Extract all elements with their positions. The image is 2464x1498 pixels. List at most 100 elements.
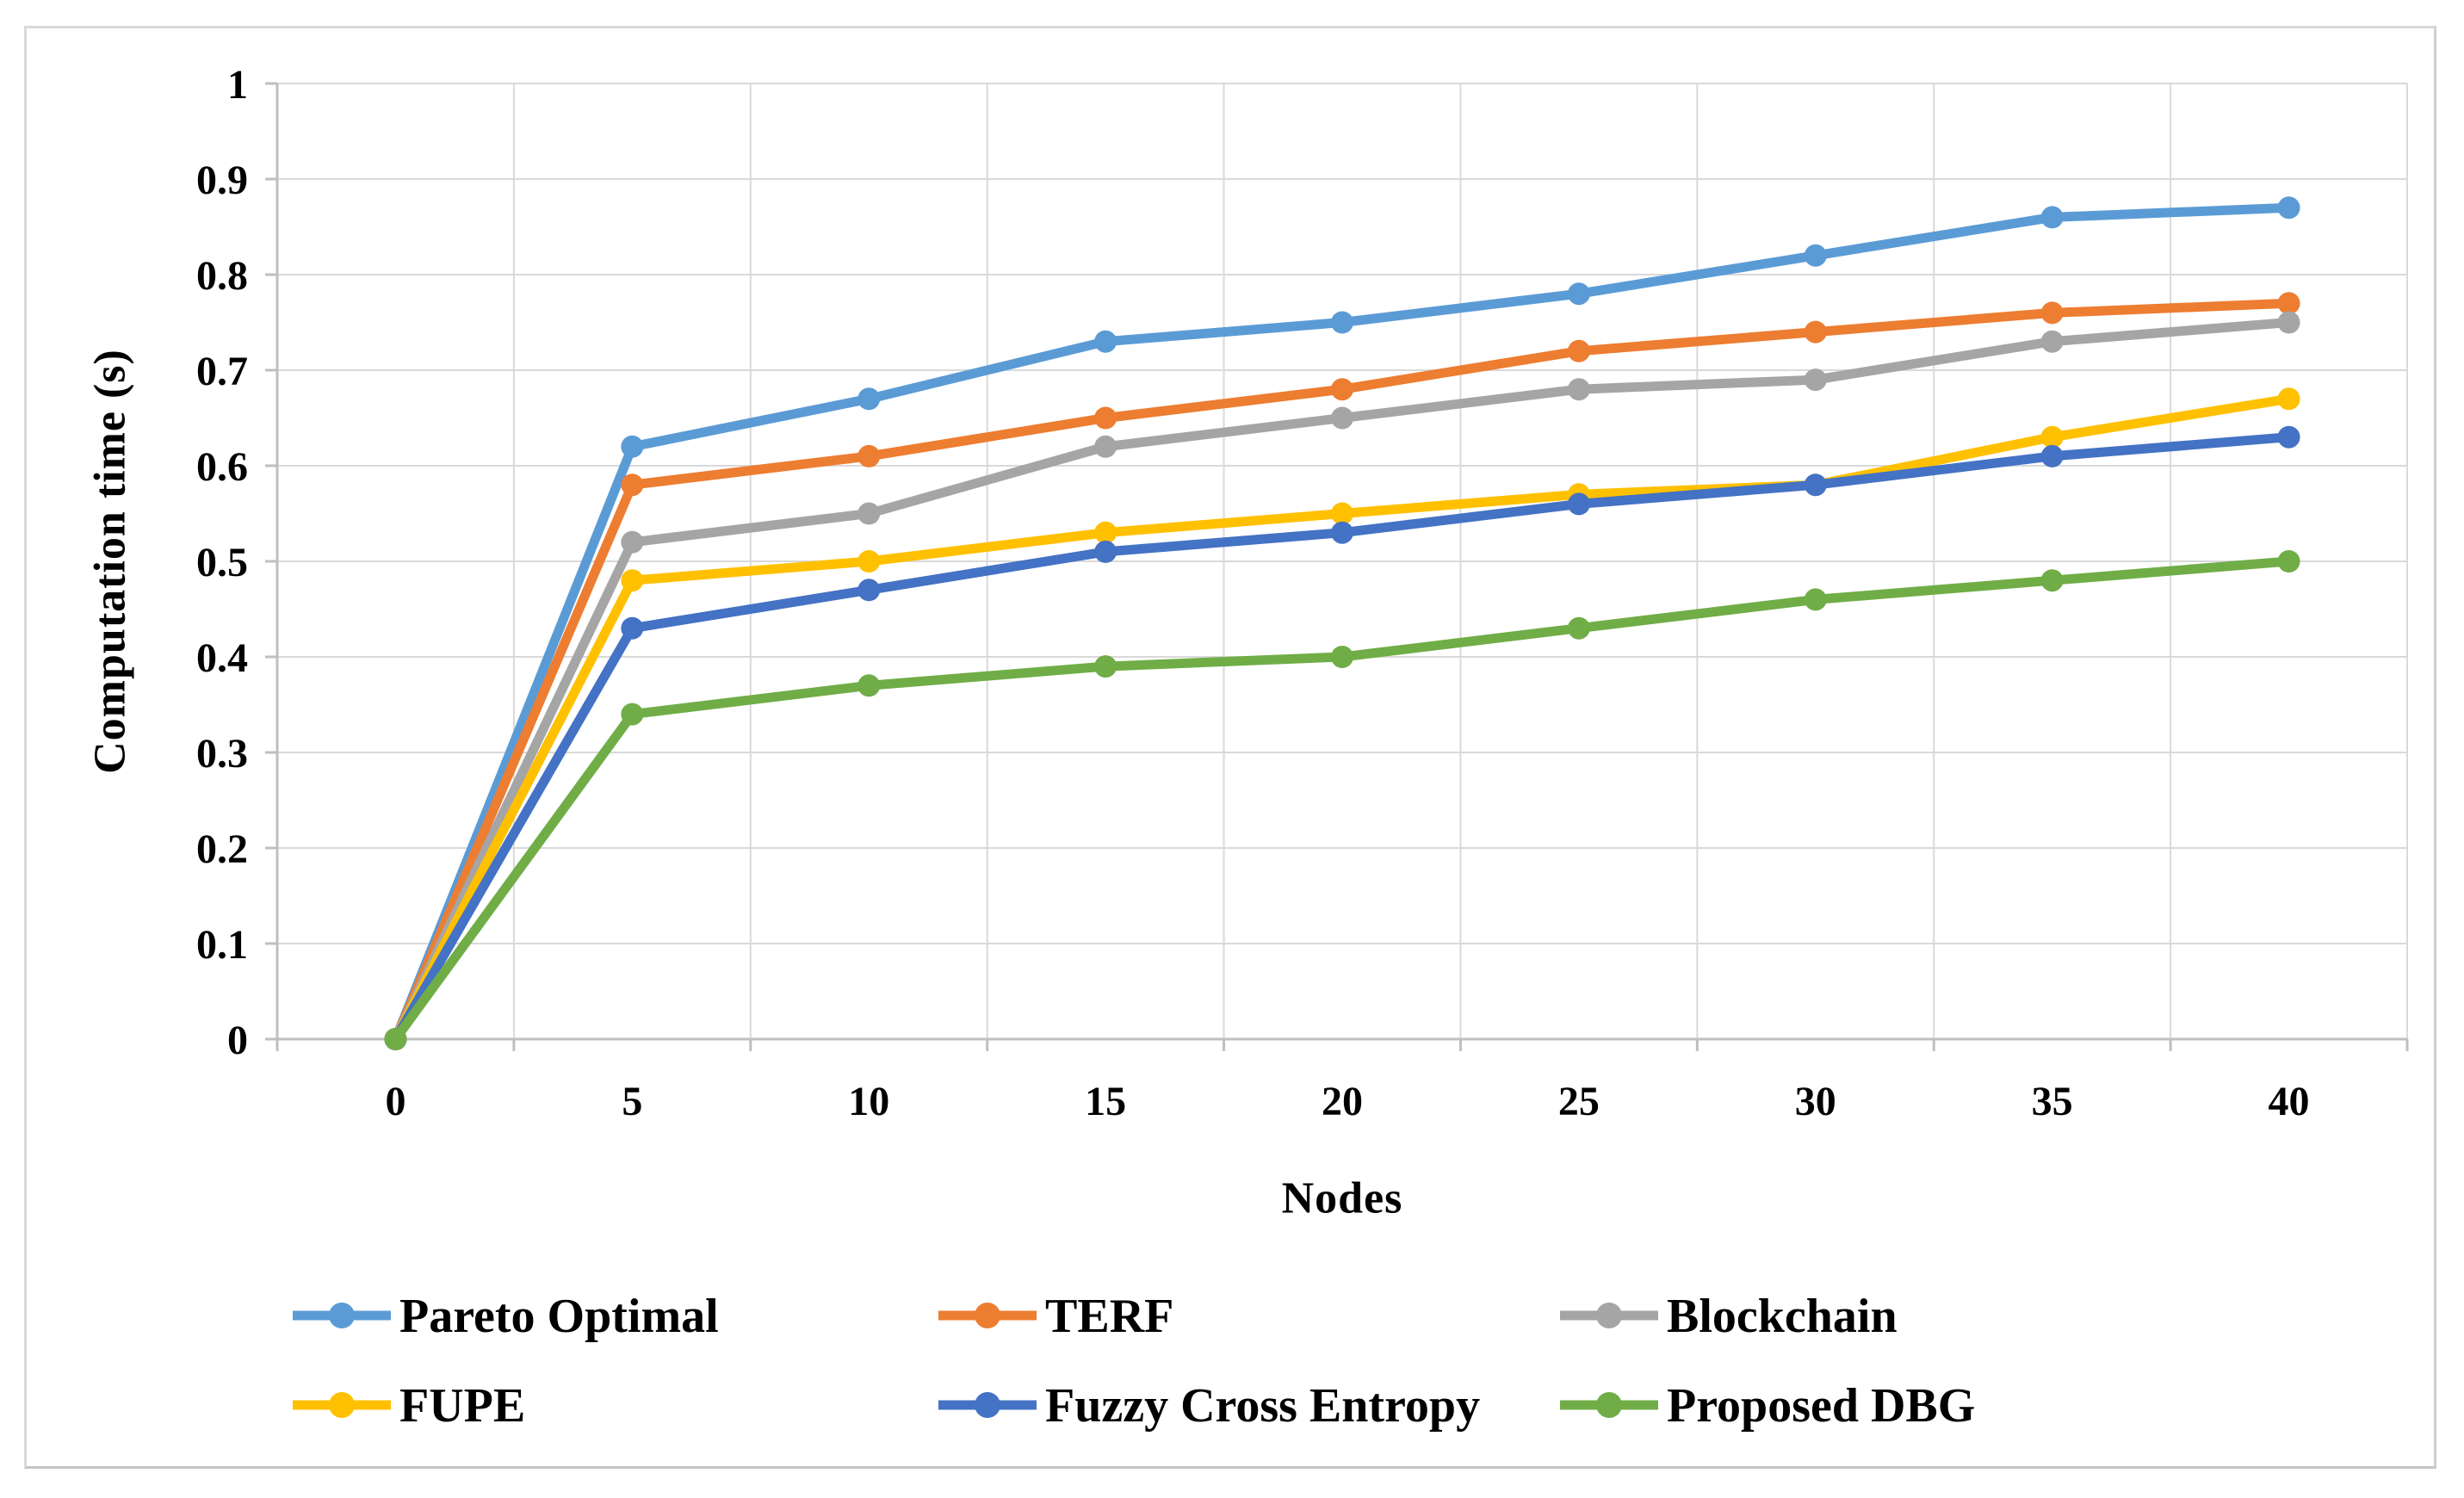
x-tick-label: 10: [848, 1079, 889, 1124]
chart-panel: [24, 26, 2436, 1469]
data-point-marker: [2040, 425, 2064, 449]
data-point-marker: [857, 387, 881, 411]
x-tick-label: 15: [1085, 1079, 1126, 1124]
y-tick-label: 0.2: [196, 826, 248, 872]
data-point-marker: [2040, 569, 2064, 592]
data-point-marker: [1331, 378, 1353, 401]
data-point-marker: [1094, 521, 1117, 544]
axes: [265, 82, 2409, 1051]
data-point-marker: [1094, 435, 1117, 458]
x-tick-label: 25: [1558, 1079, 1600, 1124]
data-point-marker: [2277, 292, 2300, 315]
data-point-marker: [621, 616, 644, 640]
data-point-marker: [621, 530, 644, 554]
data-point-marker: [1567, 339, 1590, 362]
series-line-blockchain: [390, 318, 2294, 1044]
data-point-marker: [1804, 244, 1827, 267]
legend-marker: [329, 1392, 355, 1418]
data-point-marker: [621, 569, 644, 592]
data-point-marker: [384, 1028, 407, 1050]
legend-marker: [329, 1303, 355, 1328]
data-point-marker: [621, 435, 644, 458]
y-tick-label: 0.5: [196, 540, 248, 585]
legend-label: Blockchain: [1667, 1290, 1898, 1343]
legend-item-fupe: FUPE: [293, 1379, 525, 1433]
series-fuzzy-cross-entropy: [384, 425, 2300, 1050]
x-tick-label: 20: [1322, 1079, 1363, 1124]
data-point-marker: [1094, 406, 1117, 430]
data-point-marker: [621, 474, 644, 497]
data-point-marker: [1804, 588, 1827, 611]
y-tick-label: 0.7: [196, 349, 248, 394]
legend-item-terf: TERF: [938, 1290, 1173, 1343]
data-point-marker: [1094, 655, 1117, 678]
data-point-marker: [2277, 196, 2300, 220]
legend-label: Pareto Optimal: [399, 1290, 719, 1343]
series-blockchain: [384, 311, 2300, 1050]
data-point-marker: [1331, 311, 1353, 334]
data-point-marker: [2277, 311, 2300, 334]
x-axis-title: Nodes: [1281, 1173, 1403, 1223]
data-point-marker: [1567, 378, 1590, 401]
series-fupe: [384, 387, 2300, 1050]
y-tick-label: 1: [227, 62, 248, 108]
legend-item-fuzzy-cross-entropy: Fuzzy Cross Entropy: [938, 1379, 1480, 1433]
y-tick-label: 0: [227, 1018, 248, 1063]
legend-marker: [975, 1303, 1000, 1328]
y-axis-title: Computation time (s): [85, 349, 135, 774]
x-tick-label: 5: [622, 1079, 642, 1124]
series-proposed-dbg: [384, 550, 2300, 1050]
data-point-marker: [857, 502, 881, 525]
legend-marker: [1596, 1392, 1622, 1418]
y-tick-label: 0.6: [196, 444, 248, 490]
data-point-marker: [2040, 206, 2064, 229]
data-point-marker: [621, 703, 644, 726]
data-point-marker: [2040, 330, 2064, 353]
series-terf: [384, 292, 2300, 1050]
legend-label: Proposed DBG: [1667, 1379, 1975, 1433]
y-tick-label: 0.1: [196, 922, 248, 968]
data-point-marker: [1331, 646, 1353, 668]
data-point-marker: [857, 674, 881, 697]
data-point-marker: [2277, 387, 2300, 411]
x-tick-label: 40: [2269, 1079, 2310, 1124]
y-tick-label: 0.8: [196, 253, 248, 299]
legend-item-blockchain: Blockchain: [1560, 1290, 1898, 1343]
y-tick-label: 0.3: [196, 731, 248, 777]
data-point-marker: [1804, 320, 1827, 344]
data-point-marker: [1094, 330, 1117, 353]
data-point-marker: [2277, 425, 2300, 449]
data-point-marker: [857, 444, 881, 467]
series-line-proposed-dbg: [390, 556, 2294, 1044]
data-point-marker: [857, 579, 881, 602]
data-point-marker: [1804, 474, 1827, 497]
data-point-marker: [2040, 301, 2064, 325]
data-point-marker: [2277, 550, 2300, 573]
legend-item-proposed-dbg: Proposed DBG: [1560, 1379, 1975, 1433]
data-point-marker: [2040, 444, 2064, 467]
legend-item-pareto-optimal: Pareto Optimal: [293, 1290, 719, 1343]
legend: Pareto Optimal TERF Blockchain FUPE Fuzzy Cr…: [293, 1290, 1975, 1433]
data-point-marker: [1567, 282, 1590, 306]
data-point-marker: [1567, 492, 1590, 516]
data-point-marker: [1331, 502, 1353, 525]
data-point-marker: [1567, 616, 1590, 640]
y-tick-label: 0.9: [196, 158, 248, 203]
data-point-marker: [1804, 368, 1827, 392]
x-tick-label: 30: [1795, 1079, 1836, 1124]
legend-label: TERF: [1045, 1290, 1173, 1343]
x-tick-label: 0: [385, 1079, 406, 1124]
legend-label: Fuzzy Cross Entropy: [1045, 1379, 1480, 1433]
legend-marker: [975, 1392, 1000, 1418]
data-point-marker: [1331, 406, 1353, 430]
x-tick-label: 35: [2032, 1079, 2073, 1124]
data-point-marker: [1331, 521, 1353, 544]
tick-labels: 00.10.20.30.40.50.60.70.80.910 5 10 15 20 25 3…: [196, 62, 2310, 1124]
data-point-marker: [857, 550, 881, 573]
y-tick-label: 0.4: [196, 635, 248, 681]
legend-marker: [1596, 1303, 1622, 1328]
data-point-marker: [1094, 540, 1117, 563]
legend-label: FUPE: [399, 1379, 525, 1433]
